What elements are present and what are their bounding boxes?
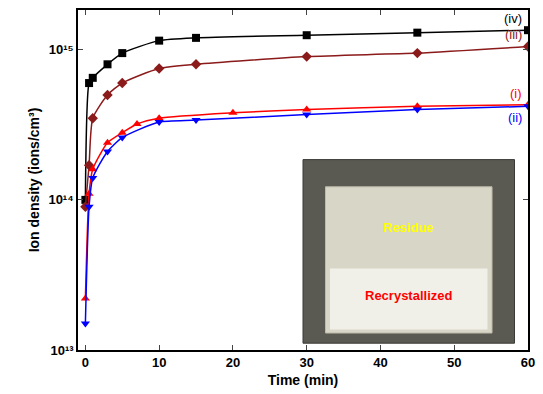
svg-text:Time (min): Time (min) [268, 372, 339, 388]
svg-text:Ion density (ions/cm³): Ion density (ions/cm³) [26, 108, 42, 253]
svg-text:50: 50 [447, 355, 461, 370]
svg-text:(ii): (ii) [508, 110, 522, 125]
svg-text:(iii): (iii) [505, 27, 522, 42]
svg-text:0: 0 [82, 355, 89, 370]
svg-text:Recrystallized: Recrystallized [365, 288, 452, 303]
svg-text:30: 30 [299, 355, 313, 370]
svg-text:20: 20 [226, 355, 240, 370]
svg-text:Residue: Residue [383, 220, 434, 235]
svg-text:10¹⁵: 10¹⁵ [49, 42, 74, 57]
svg-text:60: 60 [521, 355, 535, 370]
svg-text:(i): (i) [510, 86, 522, 101]
svg-text:10¹⁴: 10¹⁴ [48, 192, 73, 207]
svg-text:40: 40 [373, 355, 387, 370]
svg-text:10¹³: 10¹³ [51, 343, 75, 358]
svg-text:10: 10 [152, 355, 166, 370]
svg-text:(iv): (iv) [504, 11, 522, 26]
